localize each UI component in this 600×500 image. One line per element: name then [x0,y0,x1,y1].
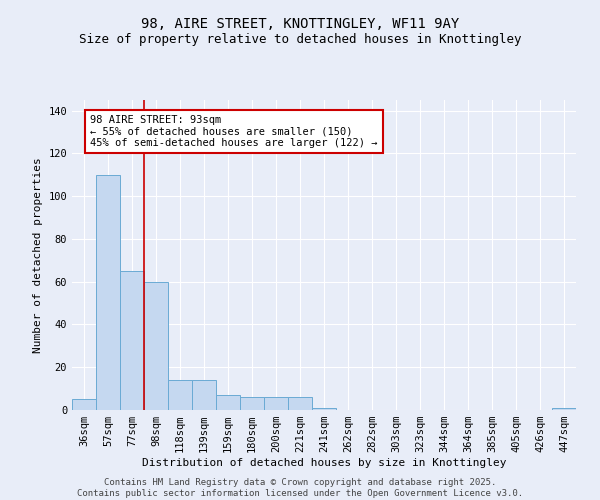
Text: Contains HM Land Registry data © Crown copyright and database right 2025.
Contai: Contains HM Land Registry data © Crown c… [77,478,523,498]
Bar [144,282,168,410]
Bar [120,271,144,410]
Y-axis label: Number of detached properties: Number of detached properties [33,157,43,353]
X-axis label: Distribution of detached houses by size in Knottingley: Distribution of detached houses by size … [142,458,506,468]
Bar [216,395,240,410]
Bar [288,397,312,410]
Bar [96,175,120,410]
Text: Size of property relative to detached houses in Knottingley: Size of property relative to detached ho… [79,32,521,46]
Bar [312,408,336,410]
Bar [168,380,192,410]
Bar [552,408,576,410]
Bar [240,397,264,410]
Bar [72,400,96,410]
Text: 98 AIRE STREET: 93sqm
← 55% of detached houses are smaller (150)
45% of semi-det: 98 AIRE STREET: 93sqm ← 55% of detached … [90,115,377,148]
Text: 98, AIRE STREET, KNOTTINGLEY, WF11 9AY: 98, AIRE STREET, KNOTTINGLEY, WF11 9AY [141,18,459,32]
Bar [192,380,216,410]
Bar [264,397,288,410]
